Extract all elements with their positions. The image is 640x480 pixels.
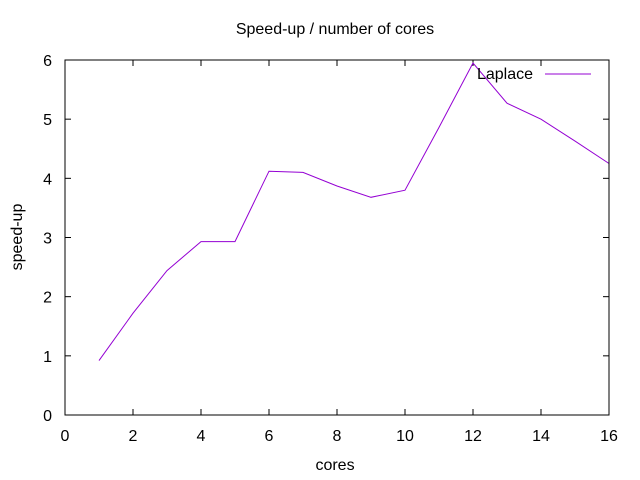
x-tick-label: 10 bbox=[396, 428, 414, 445]
x-tick-label: 16 bbox=[600, 428, 618, 445]
x-tick-label: 0 bbox=[61, 428, 70, 445]
series-layer bbox=[98, 62, 610, 361]
y-axis-label: speed-up bbox=[9, 204, 26, 271]
series-line-laplace bbox=[98, 62, 610, 361]
y-tick-label: 1 bbox=[43, 349, 52, 366]
legend-label: Laplace bbox=[477, 66, 533, 83]
x-tick-label: 12 bbox=[464, 428, 482, 445]
x-tick-label: 6 bbox=[265, 428, 274, 445]
y-tick-label: 4 bbox=[43, 171, 52, 188]
x-tick-label: 8 bbox=[333, 428, 342, 445]
y-tick-label: 0 bbox=[43, 408, 52, 425]
x-tick-label: 4 bbox=[197, 428, 206, 445]
y-tick-label: 5 bbox=[43, 112, 52, 129]
y-tick-label: 3 bbox=[43, 231, 52, 248]
x-tick-label: 2 bbox=[129, 428, 138, 445]
plot-frame bbox=[64, 59, 610, 416]
y-tick-label: 6 bbox=[43, 53, 52, 70]
x-axis-label: cores bbox=[315, 457, 354, 474]
legend: Laplace bbox=[477, 66, 591, 83]
x-tick-label: 14 bbox=[532, 428, 550, 445]
y-tick-label: 2 bbox=[43, 290, 52, 307]
chart-title: Speed-up / number of cores bbox=[236, 21, 434, 38]
